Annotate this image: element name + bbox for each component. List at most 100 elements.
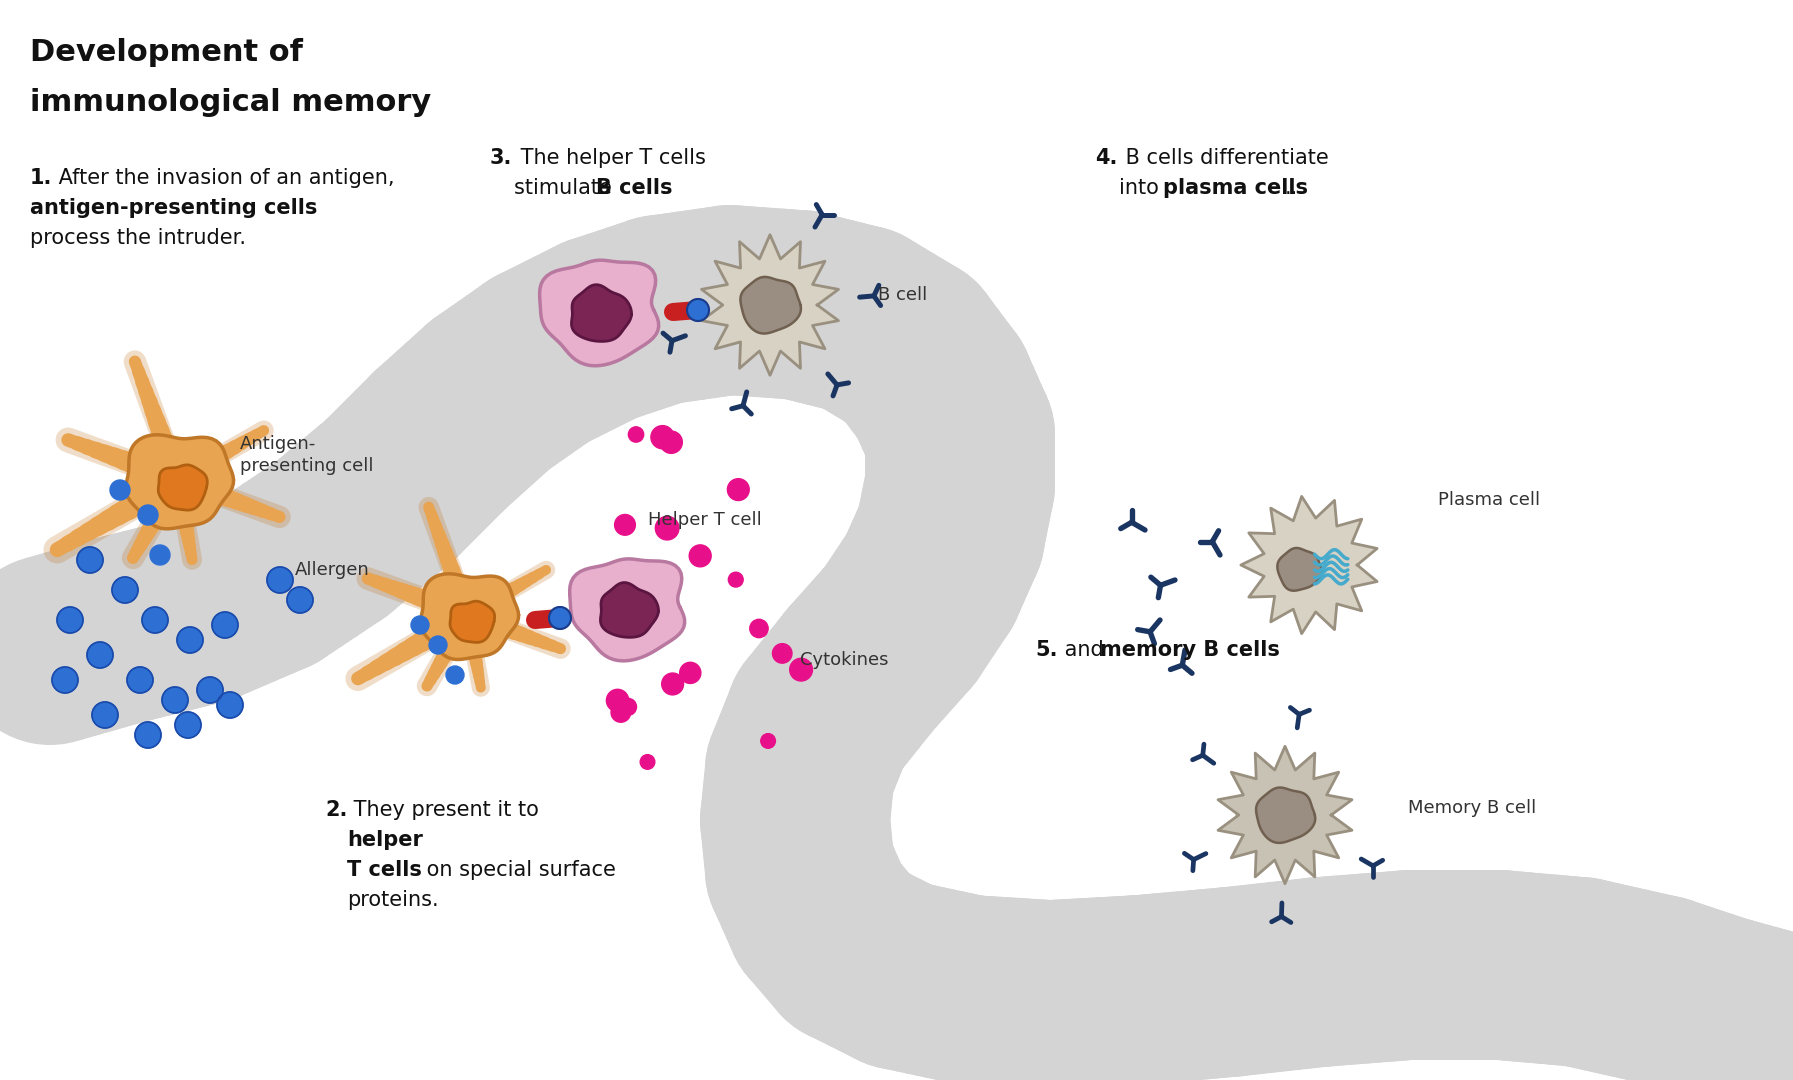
Circle shape [615, 207, 805, 397]
Circle shape [515, 232, 705, 421]
Circle shape [1234, 876, 1424, 1066]
Circle shape [1225, 877, 1415, 1067]
Circle shape [956, 900, 1146, 1080]
Circle shape [176, 485, 366, 675]
Text: immunological memory: immunological memory [30, 87, 432, 117]
Circle shape [1045, 895, 1235, 1080]
Circle shape [902, 896, 1092, 1080]
Circle shape [791, 240, 981, 430]
Circle shape [149, 496, 339, 686]
Circle shape [183, 480, 373, 670]
Circle shape [766, 575, 956, 765]
Circle shape [1063, 893, 1253, 1080]
Polygon shape [601, 582, 658, 637]
Circle shape [161, 687, 188, 713]
Circle shape [839, 287, 1029, 477]
Circle shape [1397, 870, 1587, 1059]
Circle shape [708, 784, 898, 974]
Circle shape [1189, 881, 1379, 1071]
Circle shape [1216, 878, 1406, 1068]
Circle shape [1243, 876, 1433, 1066]
Circle shape [705, 210, 895, 400]
Circle shape [61, 526, 251, 716]
Text: Antigen-
presenting cell: Antigen- presenting cell [240, 435, 373, 475]
Circle shape [556, 218, 746, 408]
Circle shape [1538, 889, 1728, 1079]
Text: antigen-presenting cells: antigen-presenting cells [30, 198, 317, 218]
Circle shape [221, 455, 411, 645]
Circle shape [127, 667, 152, 693]
Circle shape [1406, 870, 1596, 1059]
Text: process the intruder.: process the intruder. [30, 228, 246, 248]
Circle shape [864, 340, 1054, 530]
Circle shape [1585, 902, 1775, 1080]
Circle shape [158, 492, 348, 683]
Circle shape [766, 225, 956, 415]
Circle shape [167, 489, 357, 678]
Circle shape [134, 723, 161, 748]
Circle shape [660, 431, 683, 454]
Circle shape [16, 538, 206, 728]
Circle shape [665, 207, 855, 397]
Circle shape [1476, 876, 1666, 1066]
Circle shape [974, 899, 1164, 1080]
Circle shape [178, 627, 203, 653]
Circle shape [1415, 870, 1605, 1061]
Circle shape [296, 395, 484, 585]
Circle shape [249, 432, 439, 622]
Circle shape [626, 206, 816, 396]
Circle shape [1278, 873, 1468, 1063]
Circle shape [893, 896, 1083, 1080]
Circle shape [0, 548, 172, 738]
Circle shape [715, 213, 905, 403]
Text: T cells: T cells [348, 860, 421, 880]
Circle shape [267, 567, 292, 593]
Circle shape [373, 320, 563, 510]
Circle shape [705, 210, 895, 400]
Circle shape [1341, 870, 1531, 1059]
Circle shape [1503, 881, 1693, 1071]
Circle shape [755, 855, 945, 1045]
Circle shape [463, 256, 653, 446]
Circle shape [717, 802, 907, 993]
Circle shape [429, 276, 619, 467]
Text: Memory B cell: Memory B cell [1408, 799, 1537, 816]
Circle shape [724, 625, 914, 815]
Circle shape [1171, 883, 1361, 1074]
Circle shape [109, 480, 131, 500]
Circle shape [525, 228, 715, 418]
Polygon shape [572, 285, 631, 341]
Circle shape [1596, 905, 1786, 1080]
Circle shape [488, 244, 678, 433]
Circle shape [875, 895, 1065, 1080]
Polygon shape [421, 573, 518, 660]
Circle shape [25, 535, 215, 725]
Circle shape [445, 265, 635, 455]
Circle shape [735, 217, 925, 407]
Text: plasma cells: plasma cells [1164, 178, 1309, 198]
Circle shape [429, 636, 446, 654]
Circle shape [437, 271, 628, 461]
Circle shape [1081, 892, 1271, 1080]
Circle shape [606, 689, 629, 712]
Circle shape [595, 211, 785, 401]
Circle shape [344, 345, 534, 535]
Circle shape [190, 475, 380, 665]
Circle shape [741, 837, 931, 1027]
Circle shape [766, 575, 956, 765]
Circle shape [947, 900, 1137, 1080]
Circle shape [1153, 885, 1343, 1075]
Text: 4.: 4. [1096, 148, 1117, 168]
Circle shape [864, 380, 1054, 570]
Circle shape [1485, 877, 1675, 1067]
Circle shape [749, 619, 767, 637]
Circle shape [1117, 889, 1307, 1079]
Circle shape [845, 889, 1035, 1079]
Circle shape [789, 658, 812, 681]
Circle shape [703, 696, 893, 885]
Text: 3.: 3. [489, 148, 513, 168]
Circle shape [242, 438, 432, 629]
Circle shape [1574, 899, 1764, 1080]
Circle shape [1379, 870, 1569, 1059]
Text: .: . [1241, 640, 1246, 660]
